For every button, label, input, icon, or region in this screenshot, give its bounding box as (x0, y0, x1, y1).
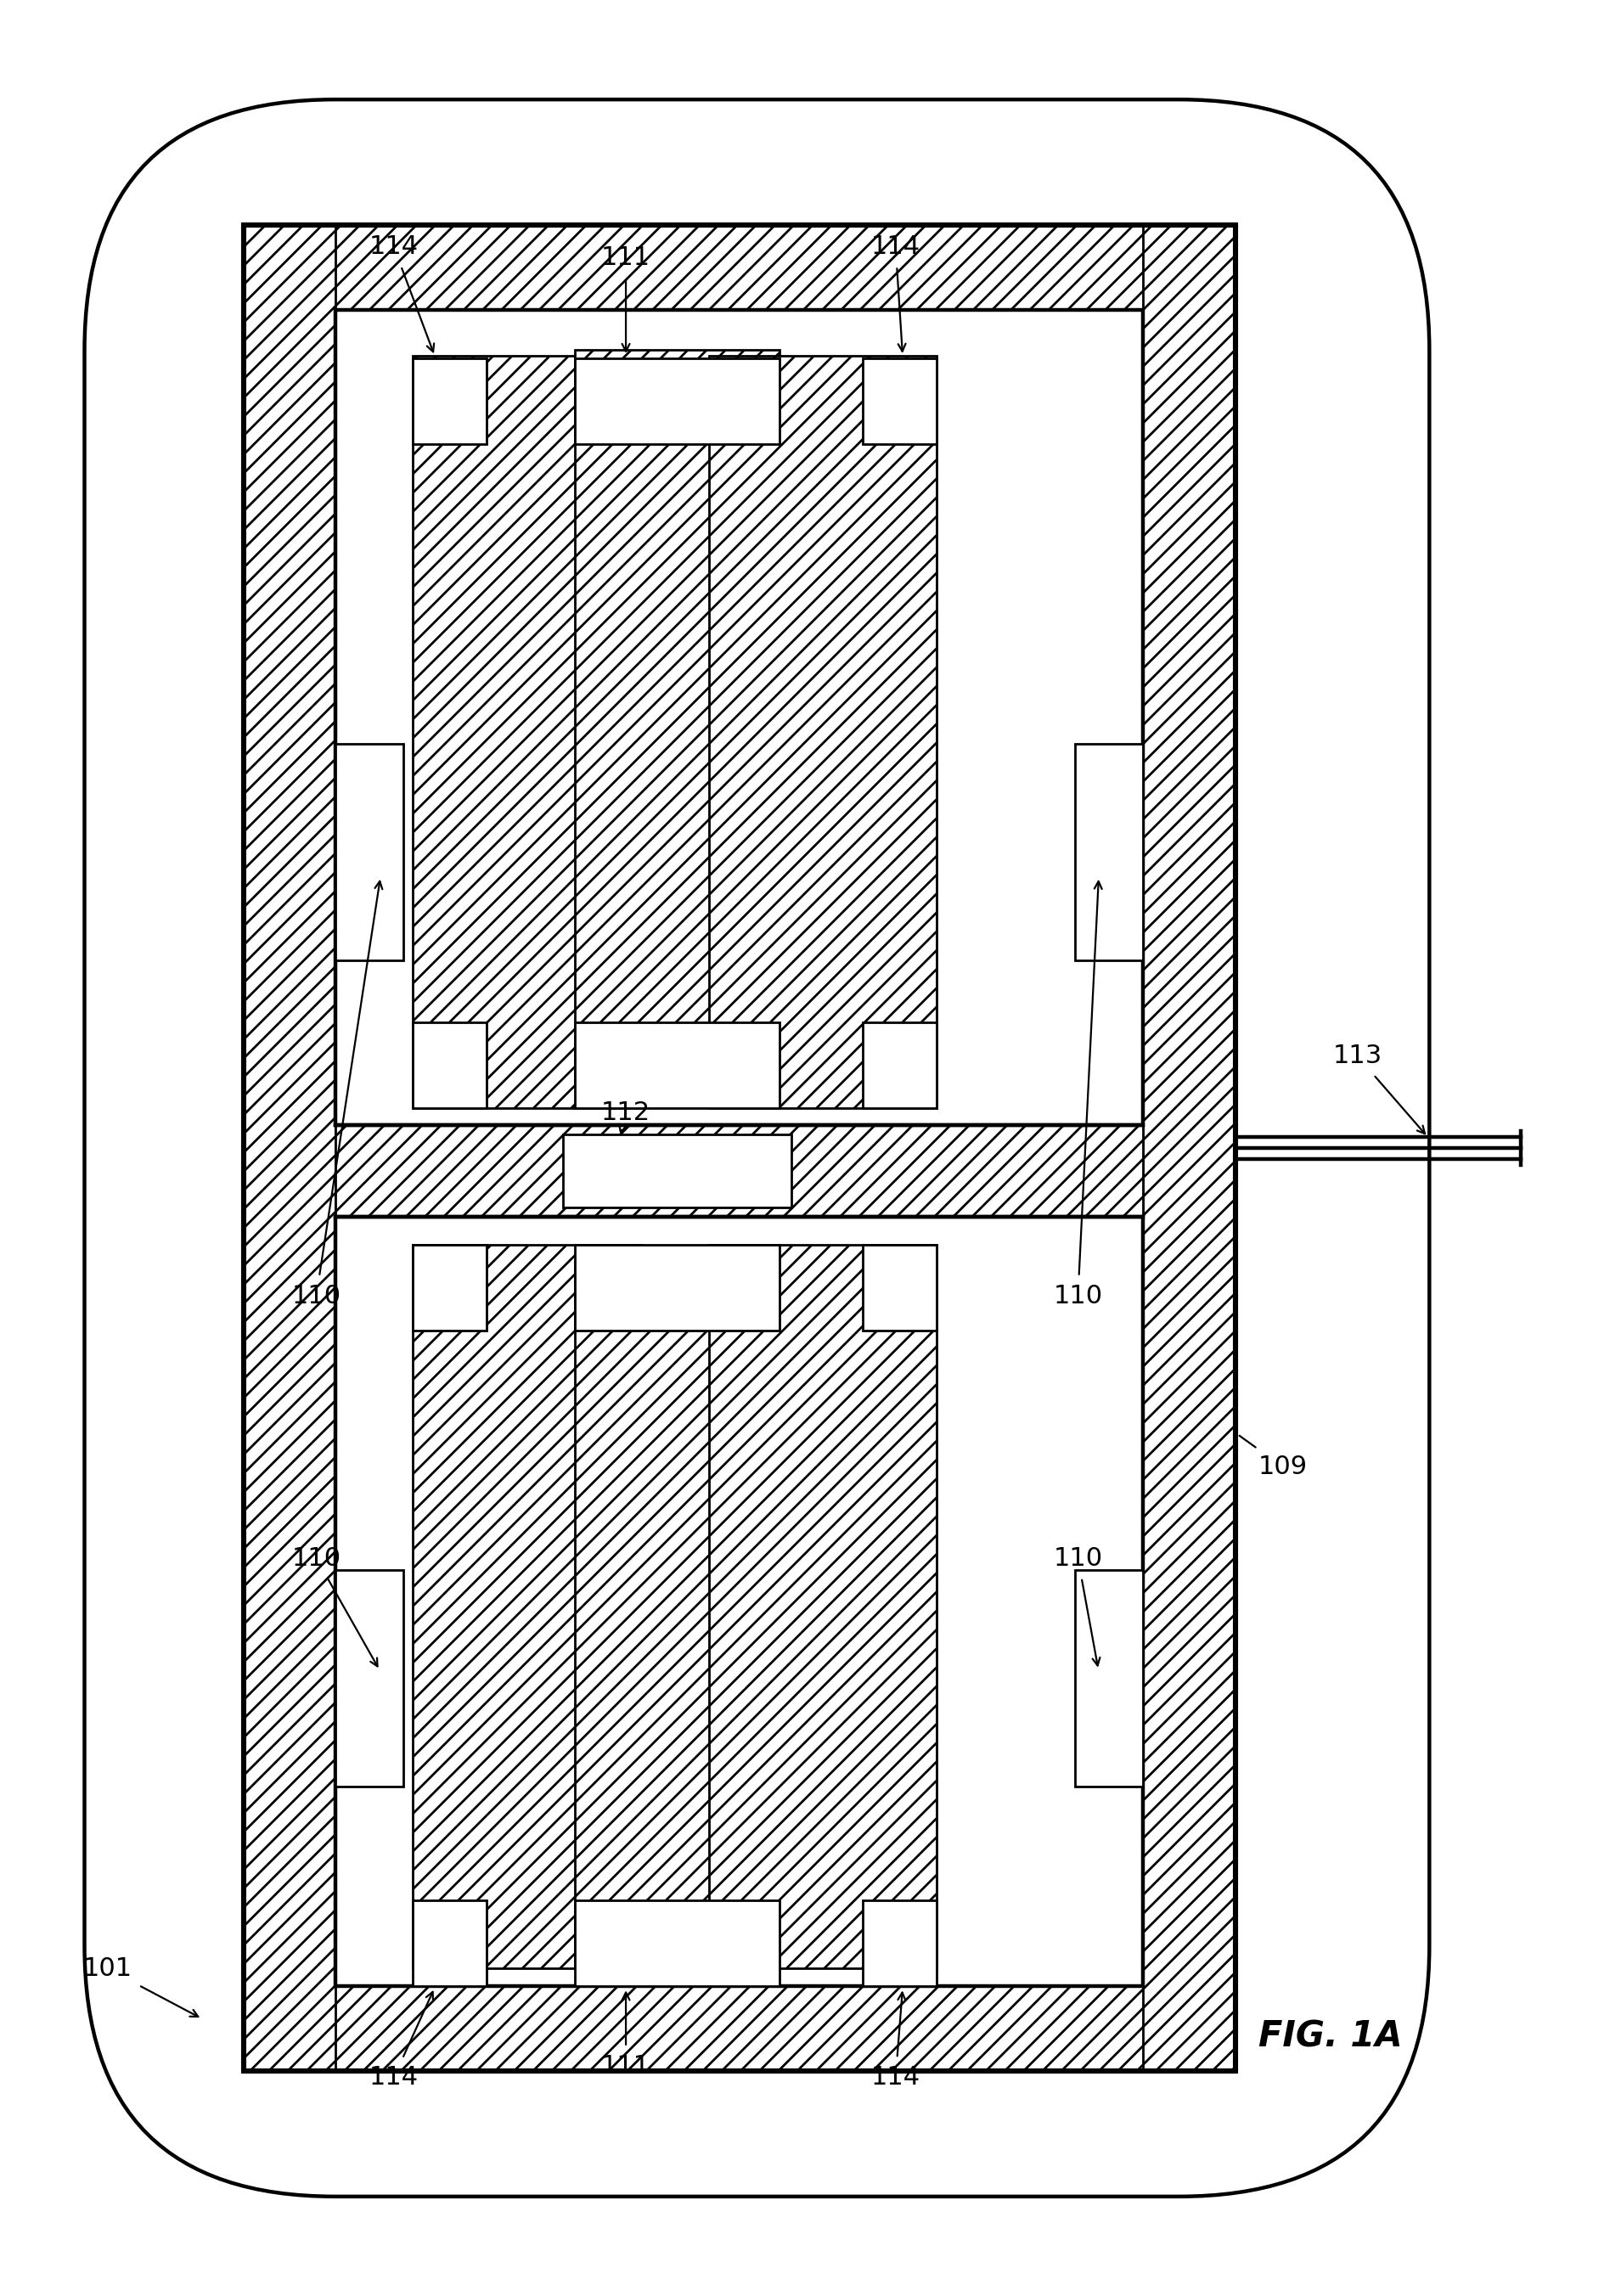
Bar (245, 1986, 1235, 2071)
Bar (413, 356, 640, 1109)
Text: 112: 112 (601, 1100, 650, 1132)
Bar (574, 358, 780, 443)
Text: FIG. 1A: FIG. 1A (1258, 2018, 1402, 2055)
Bar (574, 1244, 780, 1329)
Bar (862, 1022, 937, 1109)
Text: 110: 110 (1054, 1545, 1102, 1665)
Text: 114: 114 (870, 234, 921, 351)
Text: 110: 110 (292, 882, 383, 1309)
Bar (862, 1244, 937, 1329)
Bar (862, 358, 937, 443)
Bar (574, 351, 780, 1086)
Text: 113: 113 (1332, 1045, 1425, 1134)
Text: 110: 110 (1054, 882, 1102, 1309)
Bar (1143, 225, 1235, 2071)
Bar (245, 225, 1235, 310)
Text: 114: 114 (870, 1993, 921, 2089)
Bar (336, 310, 1143, 1125)
Text: 114: 114 (370, 234, 434, 351)
Bar (336, 744, 404, 960)
Bar (708, 356, 937, 1109)
Bar (1075, 1570, 1143, 1786)
Bar (413, 1244, 486, 1329)
Bar (413, 1901, 486, 1986)
Bar (336, 1217, 1143, 1986)
Text: 101: 101 (83, 1956, 198, 2016)
Bar (708, 1244, 937, 1968)
Bar (574, 1901, 780, 1986)
Bar (574, 1263, 780, 1968)
Bar (336, 1125, 1143, 1217)
Bar (862, 1901, 937, 1986)
Text: 110: 110 (292, 1545, 378, 1667)
Bar (413, 1244, 640, 1968)
Bar (574, 1022, 780, 1109)
Text: 111: 111 (601, 246, 650, 351)
Bar (562, 1134, 791, 1208)
Text: 114: 114 (370, 1993, 433, 2089)
Bar (1075, 744, 1143, 960)
FancyBboxPatch shape (84, 99, 1430, 2197)
Bar (413, 1022, 486, 1109)
Bar (336, 1570, 404, 1786)
Bar (245, 225, 1235, 2071)
Text: 111: 111 (601, 1993, 650, 2078)
Text: 109: 109 (1240, 1435, 1308, 1479)
Bar (245, 225, 336, 2071)
Bar (413, 358, 486, 443)
